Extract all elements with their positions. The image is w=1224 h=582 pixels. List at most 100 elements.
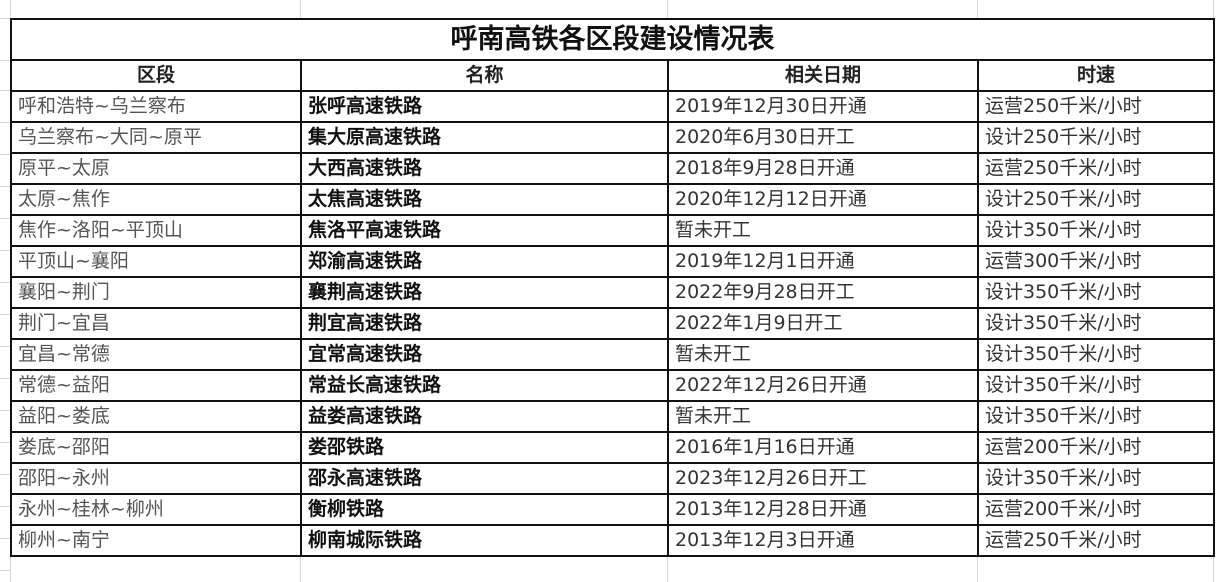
name-cell[interactable]: 襄荆高速铁路 (300, 276, 669, 309)
gridline (0, 442, 10, 443)
date-cell[interactable]: 2018年9月28日开通 (667, 152, 979, 185)
date-cell[interactable]: 2013年12月28日开通 (667, 493, 979, 526)
section-cell[interactable]: 娄底~邵阳 (10, 431, 302, 464)
name-cell[interactable]: 郑渝高速铁路 (300, 245, 669, 278)
table-row: 乌兰察布~大同~原平 集大原高速铁路 2020年6月30日开工 设计250千米/小时 (10, 121, 1215, 154)
gridline (0, 346, 10, 347)
date-cell[interactable]: 2023年12月26日开工 (667, 462, 979, 495)
speed-cell[interactable]: 设计350千米/小时 (977, 276, 1215, 309)
name-cell[interactable]: 常益长高速铁路 (300, 369, 669, 402)
gridline (0, 538, 10, 539)
name-cell[interactable]: 邵永高速铁路 (300, 462, 669, 495)
table-row: 邵阳~永州 邵永高速铁路 2023年12月26日开工 设计350千米/小时 (10, 462, 1215, 495)
speed-cell[interactable]: 设计350千米/小时 (977, 214, 1215, 247)
date-cell[interactable]: 2016年1月16日开通 (667, 431, 979, 464)
name-cell[interactable]: 焦洛平高速铁路 (300, 214, 669, 247)
gridline (0, 282, 10, 283)
section-cell[interactable]: 荆门~宜昌 (10, 307, 302, 340)
gridline (0, 314, 10, 315)
section-cell[interactable]: 襄阳~荆门 (10, 276, 302, 309)
table-row: 柳州~南宁 柳南城际铁路 2013年12月3日开通 运营250千米/小时 (10, 524, 1215, 557)
header-section[interactable]: 区段 (10, 59, 302, 92)
section-cell[interactable]: 乌兰察布~大同~原平 (10, 121, 302, 154)
speed-cell[interactable]: 设计350千米/小时 (977, 400, 1215, 433)
date-cell[interactable]: 2020年12月12日开通 (667, 183, 979, 216)
name-cell[interactable]: 荆宜高速铁路 (300, 307, 669, 340)
name-cell[interactable]: 张呼高速铁路 (300, 90, 669, 123)
date-cell[interactable]: 2022年1月9日开工 (667, 307, 979, 340)
speed-cell[interactable]: 设计350千米/小时 (977, 307, 1215, 340)
header-name[interactable]: 名称 (300, 59, 669, 92)
speed-cell[interactable]: 运营250千米/小时 (977, 152, 1215, 185)
name-cell[interactable]: 大西高速铁路 (300, 152, 669, 185)
gridline (0, 506, 10, 507)
section-cell[interactable]: 呼和浩特~乌兰察布 (10, 90, 302, 123)
header-speed[interactable]: 时速 (977, 59, 1215, 92)
section-cell[interactable]: 平顶山~襄阳 (10, 245, 302, 278)
date-cell[interactable]: 2019年12月1日开通 (667, 245, 979, 278)
section-cell[interactable]: 焦作~洛阳~平顶山 (10, 214, 302, 247)
gridline (0, 474, 10, 475)
date-cell[interactable]: 2022年12月26日开通 (667, 369, 979, 402)
name-cell[interactable]: 集大原高速铁路 (300, 121, 669, 154)
table-row: 常德~益阳 常益长高速铁路 2022年12月26日开通 设计350千米/小时 (10, 369, 1215, 402)
date-cell[interactable]: 暂未开工 (667, 214, 979, 247)
speed-cell[interactable]: 运营200千米/小时 (977, 493, 1215, 526)
table-title[interactable]: 呼南高铁各区段建设情况表 (10, 18, 1215, 61)
section-cell[interactable]: 永州~桂林~柳州 (10, 493, 302, 526)
name-cell[interactable]: 益娄高速铁路 (300, 400, 669, 433)
date-cell[interactable]: 2019年12月30日开通 (667, 90, 979, 123)
date-cell[interactable]: 2022年9月28日开工 (667, 276, 979, 309)
table-row: 襄阳~荆门 襄荆高速铁路 2022年9月28日开工 设计350千米/小时 (10, 276, 1215, 309)
name-cell[interactable]: 宜常高速铁路 (300, 338, 669, 371)
header-date[interactable]: 相关日期 (667, 59, 979, 92)
railway-table: 呼南高铁各区段建设情况表 区段 名称 相关日期 时速 呼和浩特~乌兰察布 张呼高速… (10, 18, 1215, 557)
section-cell[interactable]: 常德~益阳 (10, 369, 302, 402)
table-row: 益阳~娄底 益娄高速铁路 暂未开工 设计350千米/小时 (10, 400, 1215, 433)
section-cell[interactable]: 柳州~南宁 (10, 524, 302, 557)
section-cell[interactable]: 宜昌~常德 (10, 338, 302, 371)
table-row: 焦作~洛阳~平顶山 焦洛平高速铁路 暂未开工 设计350千米/小时 (10, 214, 1215, 247)
table-row: 平顶山~襄阳 郑渝高速铁路 2019年12月1日开通 运营300千米/小时 (10, 245, 1215, 278)
speed-cell[interactable]: 设计350千米/小时 (977, 369, 1215, 402)
speed-cell[interactable]: 运营250千米/小时 (977, 524, 1215, 557)
name-cell[interactable]: 娄邵铁路 (300, 431, 669, 464)
section-cell[interactable]: 太原~焦作 (10, 183, 302, 216)
name-cell[interactable]: 柳南城际铁路 (300, 524, 669, 557)
date-cell[interactable]: 暂未开工 (667, 400, 979, 433)
gridline (0, 410, 10, 411)
table-row: 太原~焦作 太焦高速铁路 2020年12月12日开通 设计250千米/小时 (10, 183, 1215, 216)
speed-cell[interactable]: 设计250千米/小时 (977, 121, 1215, 154)
table-row: 宜昌~常德 宜常高速铁路 暂未开工 设计350千米/小时 (10, 338, 1215, 371)
speed-cell[interactable]: 运营250千米/小时 (977, 90, 1215, 123)
date-cell[interactable]: 2020年6月30日开工 (667, 121, 979, 154)
speed-cell[interactable]: 设计350千米/小时 (977, 338, 1215, 371)
gridline (0, 154, 10, 155)
section-cell[interactable]: 原平~太原 (10, 152, 302, 185)
speed-cell[interactable]: 设计250千米/小时 (977, 183, 1215, 216)
speed-cell[interactable]: 设计350千米/小时 (977, 462, 1215, 495)
gridline (0, 18, 10, 19)
date-cell[interactable]: 暂未开工 (667, 338, 979, 371)
gridline (0, 122, 10, 123)
table-row: 永州~桂林~柳州 衡柳铁路 2013年12月28日开通 运营200千米/小时 (10, 493, 1215, 526)
table-row: 呼和浩特~乌兰察布 张呼高速铁路 2019年12月30日开通 运营250千米/小时 (10, 90, 1215, 123)
section-cell[interactable]: 邵阳~永州 (10, 462, 302, 495)
gridline (0, 90, 10, 91)
empty-row (0, 0, 1224, 18)
name-cell[interactable]: 衡柳铁路 (300, 493, 669, 526)
gridline (0, 570, 10, 571)
table-row: 荆门~宜昌 荆宜高速铁路 2022年1月9日开工 设计350千米/小时 (10, 307, 1215, 340)
table-row: 娄底~邵阳 娄邵铁路 2016年1月16日开通 运营200千米/小时 (10, 431, 1215, 464)
gridline (0, 218, 10, 219)
table-row: 原平~太原 大西高速铁路 2018年9月28日开通 运营250千米/小时 (10, 152, 1215, 185)
gridline (0, 186, 10, 187)
gridline (0, 378, 10, 379)
date-cell[interactable]: 2013年12月3日开通 (667, 524, 979, 557)
gridline (0, 250, 10, 251)
name-cell[interactable]: 太焦高速铁路 (300, 183, 669, 216)
gridline (0, 60, 10, 61)
speed-cell[interactable]: 运营300千米/小时 (977, 245, 1215, 278)
speed-cell[interactable]: 运营200千米/小时 (977, 431, 1215, 464)
section-cell[interactable]: 益阳~娄底 (10, 400, 302, 433)
